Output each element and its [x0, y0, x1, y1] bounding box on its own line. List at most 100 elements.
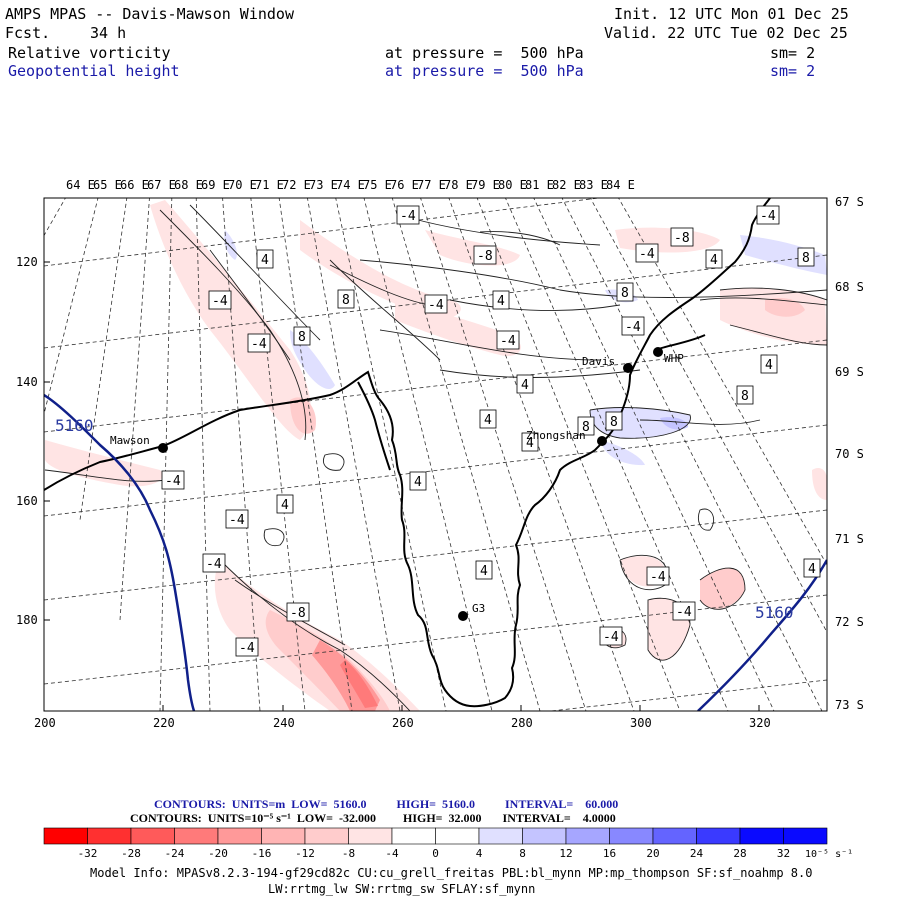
lat-label: 72 S	[835, 615, 864, 629]
height-contours	[44, 393, 827, 711]
forecast-hour: 34 h	[90, 24, 127, 42]
colorbar-swatch	[43, 827, 88, 845]
colorbar-swatch	[783, 827, 828, 845]
contour-label-neg8: -8	[670, 227, 694, 247]
colorbar-label: -20	[208, 847, 228, 860]
contour-label-8: 8	[605, 411, 623, 431]
x-tick: 320	[749, 716, 771, 730]
contour-label-4: 4	[803, 558, 821, 578]
lon-label: 65 E	[93, 178, 122, 192]
colorbar-label: -4	[385, 847, 399, 860]
svg-text:4: 4	[414, 475, 422, 490]
contour-label-4: 4	[492, 290, 510, 310]
contour-label-neg4: -4	[208, 290, 232, 310]
contour-label-8: 8	[577, 416, 595, 436]
lon-label: 78 E	[444, 178, 473, 192]
svg-text:4: 4	[765, 358, 773, 373]
forecast-label: Fcst.	[5, 24, 51, 42]
y-tick: 140	[16, 375, 38, 389]
contour-label-neg4: -4	[646, 566, 670, 586]
svg-text:-4: -4	[165, 474, 181, 489]
colorbar-label: 0	[432, 847, 439, 860]
contour-label-4: 4	[479, 409, 497, 429]
contour-label-4: 4	[475, 560, 493, 580]
colorbar-label: 12	[559, 847, 572, 860]
field1-level: at pressure = 500 hPa	[385, 44, 584, 62]
lon-label: 69 E	[201, 178, 230, 192]
contour-label-neg8: -8	[286, 602, 310, 622]
contour-label-4: 4	[409, 471, 427, 491]
svg-text:-4: -4	[239, 641, 255, 656]
contour-label-neg4: -4	[202, 553, 226, 573]
svg-text:-4: -4	[229, 513, 245, 528]
contour-label-neg4: -4	[635, 243, 659, 263]
colorbar-label: -28	[121, 847, 141, 860]
contour-label-8: 8	[293, 326, 311, 346]
colorbar-swatch	[435, 827, 480, 845]
negative-vorticity-shading	[45, 200, 827, 711]
colorbar-label: 16	[603, 847, 616, 860]
svg-text:8: 8	[741, 389, 749, 404]
colorbar-label: 32	[777, 847, 790, 860]
contour-label-neg4: -4	[247, 333, 271, 353]
colorbar-swatch	[304, 827, 349, 845]
svg-text:-4: -4	[206, 557, 222, 572]
svg-text:4: 4	[521, 378, 529, 393]
station-dot-mawson	[158, 443, 168, 453]
svg-text:4: 4	[526, 436, 534, 451]
height-label-group: 5160 5160	[55, 416, 794, 622]
svg-text:-4: -4	[676, 605, 692, 620]
lon-label: 80 E	[498, 178, 527, 192]
lon-label: 74 E	[336, 178, 365, 192]
colorbar-swatch	[217, 827, 262, 845]
color-scale-labels: -32 -28 -24 -20 -16 -12 -8 -4 0 4 8 12 16 20 24 28 32	[78, 847, 791, 860]
colorbar-swatch	[739, 827, 784, 845]
colorbar-swatch	[174, 827, 219, 845]
lat-label: 70 S	[835, 447, 864, 461]
lon-label: 73 E	[309, 178, 338, 192]
station-dot-g3	[458, 611, 468, 621]
svg-text:-8: -8	[477, 249, 493, 264]
colorbar-label: 8	[519, 847, 526, 860]
contour-label-neg8: -8	[473, 245, 497, 265]
height-contour-info: CONTOURS: UNITS=m LOW= 5160.0 HIGH= 5160…	[154, 797, 619, 811]
svg-text:8: 8	[802, 251, 810, 266]
colorbar-swatch	[391, 827, 436, 845]
svg-text:4: 4	[281, 498, 289, 513]
lat-label: 68 S	[835, 280, 864, 294]
svg-text:8: 8	[582, 420, 590, 435]
lon-label: 81 E	[525, 178, 554, 192]
colorbar-label: 4	[476, 847, 483, 860]
station-dot-davis	[623, 363, 633, 373]
lon-label: 67 E	[147, 178, 176, 192]
x-axis-ticks: 200 220 240 260 280 300 320	[34, 705, 771, 730]
colorbar-swatch	[130, 827, 175, 845]
contour-label-4: 4	[516, 374, 534, 394]
contour-label-neg4: -4	[225, 509, 249, 529]
lon-label: 83 E	[579, 178, 608, 192]
lat-label: 67 S	[835, 195, 864, 209]
svg-text:-4: -4	[603, 630, 619, 645]
y-tick: 180	[16, 613, 38, 627]
contour-label-4: 4	[256, 249, 274, 269]
svg-text:4: 4	[261, 253, 269, 268]
model-info-line1: Model Info: MPASv8.2.3-194-gf29cd82c CU:…	[90, 866, 813, 880]
svg-text:-4: -4	[760, 209, 776, 224]
station-dot-zhongshan	[597, 436, 607, 446]
contour-label-4: 4	[705, 249, 723, 269]
svg-text:-4: -4	[251, 337, 267, 352]
model-info-line2: LW:rrtmg_lw SW:rrtmg_sw SFLAY:sf_mynn	[268, 882, 536, 896]
contour-label-neg4: -4	[496, 330, 520, 350]
svg-text:8: 8	[342, 293, 350, 308]
colorbar-swatch	[348, 827, 393, 845]
colorbar-label: -32	[78, 847, 98, 860]
x-tick: 280	[511, 716, 533, 730]
station-label-mawson: Mawson	[110, 434, 150, 447]
svg-text:4: 4	[808, 562, 816, 577]
svg-text:4: 4	[480, 564, 488, 579]
lat-label: 73 S	[835, 698, 864, 712]
svg-text:-8: -8	[290, 606, 306, 621]
vorticity-contours	[44, 204, 827, 711]
colorbar-label: -12	[295, 847, 315, 860]
svg-text:-4: -4	[400, 209, 416, 224]
